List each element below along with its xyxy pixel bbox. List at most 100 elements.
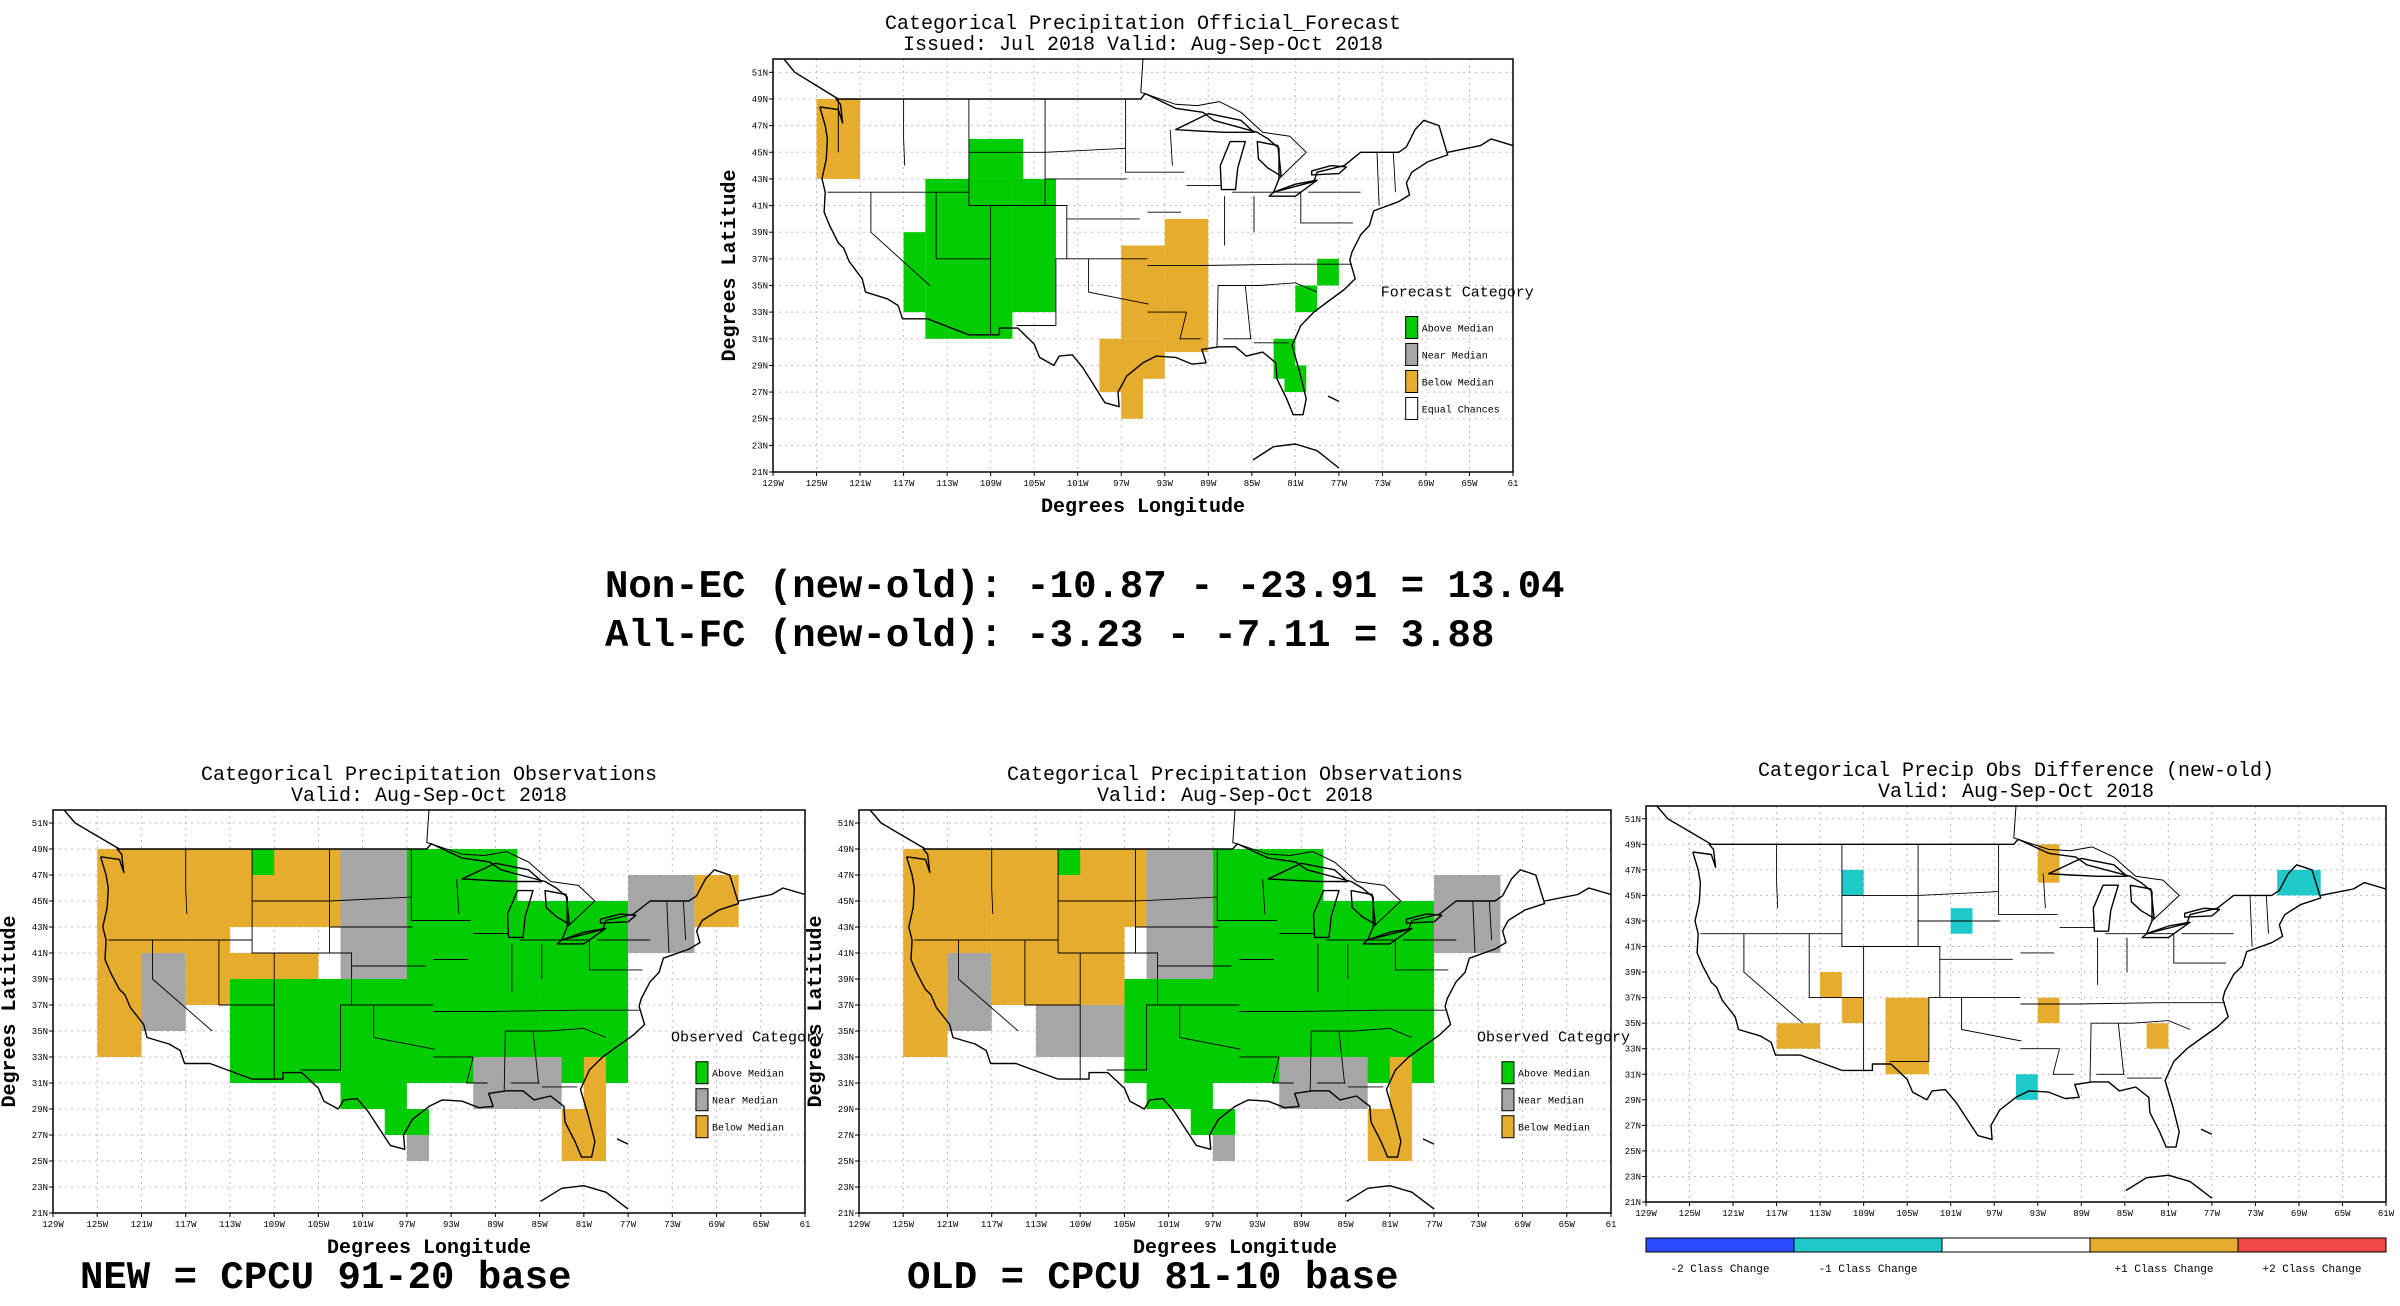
colorbar-segment [1793,1237,1943,1253]
x-tick-label: 65W [1559,1220,1576,1230]
category-cell-above [252,849,275,875]
y-tick-label: 31N [32,1079,48,1089]
state-lines [827,99,1396,347]
y-axis-label: Degrees Latitude [805,915,828,1107]
coast-line [869,809,926,850]
legend-swatch [1405,315,1419,339]
y-tick-label: 41N [1625,943,1641,953]
x-tick-label: 109W [263,1220,285,1230]
x-axis-label: Degrees Longitude [327,1237,531,1260]
state-line [2052,1048,2074,1075]
x-tick-label: 113W [1025,1220,1047,1230]
map-outlines [869,809,1612,1210]
y-tick-label: 33N [1625,1045,1641,1055]
state-line [1472,900,1476,954]
x-tick-label: 113W [936,479,958,489]
legend-label: Below Median [1518,1123,1590,1135]
y-tick-label: 27N [752,388,768,398]
x-tick-label: 73W [2247,1209,2264,1219]
y-tick-label: 31N [838,1079,854,1089]
state-line [666,900,670,954]
state-line [503,1030,506,1091]
chart-subtitle: Issued: Jul 2018 Valid: Aug-Sep-Oct 2018 [903,34,1383,57]
y-tick-label: 29N [1625,1096,1641,1106]
x-tick-label: 77W [1331,479,1348,489]
state-line [300,952,353,1071]
y-tick-label: 47N [1625,866,1641,876]
y-tick-label: 29N [838,1105,854,1115]
legend: Observed Category Above Median Near Median… [671,1030,824,1139]
great-lake-outline [1267,862,1349,883]
legend-title: Observed Category [671,1030,824,1047]
x-tick-label: 113W [219,1220,241,1230]
x-tick-label: 61 [1606,1220,1617,1230]
y-tick-label: 33N [838,1053,854,1063]
legend-swatch [1405,342,1419,366]
x-tick-label: 121W [849,479,871,489]
category-cell-minus1 [2016,1074,2038,1100]
state-line [2020,1002,2225,1005]
great-lake-outline [1312,889,1340,939]
category-cell-above [1146,1083,1213,1109]
coast-line [738,887,806,902]
category-cell-near [406,1135,429,1161]
x-tick-label: 65W [753,1220,770,1230]
y-tick-label: 35N [752,281,768,291]
y-tick-label: 51N [32,819,48,829]
great-lake-outline [2129,884,2155,920]
state-line [1918,891,1999,896]
forecast-region-line [837,98,904,153]
category-cell-below [97,953,142,1057]
category-cell-plus1 [2037,997,2060,1024]
cuba-outline [540,1184,629,1210]
great-lake-outline [1310,164,1348,176]
colorbar-label: -2 Class Change [1670,1264,1769,1276]
x-tick-label: 121W [937,1220,959,1230]
y-tick-label: 49N [1625,840,1641,850]
y-tick-label: 51N [1625,815,1641,825]
y-tick-label: 23N [32,1183,48,1193]
x-tick-label: 65W [2334,1209,2351,1219]
x-tick-label: 77W [1426,1220,1443,1230]
x-tick-label: 85W [531,1220,548,1230]
category-cell-below [1367,1109,1412,1161]
y-axis-label: Degrees Latitude [0,915,22,1107]
x-tick-label: 93W [1157,479,1174,489]
tick-labels: 129W 125W 121W 117W 113W 109W 105W 101W 97W 93W 89… [838,819,1617,1230]
y-tick-label: 35N [1625,1019,1641,1029]
great-lake-outline [2092,884,2120,932]
colorbar-label: -1 Class Change [1818,1264,1917,1276]
category-cell-above [968,138,1024,179]
legend-label: Near Median [1518,1096,1584,1108]
x-axis-label: Degrees Longitude [1133,1237,1337,1260]
state-lines [108,849,687,1091]
y-tick-label: 43N [1625,917,1641,927]
colorbar: -2 Class Change -1 Class Change +1 Class C… [1645,1237,2387,1276]
category-cell-below [97,849,186,953]
x-tick-label: 73W [664,1220,681,1230]
y-axis-label: Degrees Latitude [719,169,742,361]
x-tick-label: 109W [1853,1209,1875,1219]
state-line [1216,285,1219,347]
x-tick-label: 129W [762,479,784,489]
cuba-outline [2125,1174,2213,1199]
y-tick-label: 29N [32,1105,48,1115]
great-lake-outline [1174,112,1255,134]
state-line [1135,896,1218,902]
state-line [1239,1009,1448,1012]
y-tick-label: 27N [838,1131,854,1141]
y-tick-label: 47N [838,871,854,881]
category-cell-plus1 [1776,1023,1821,1049]
border-line [1232,809,1402,928]
x-tick-label: 117W [981,1220,1003,1230]
y-tick-label: 25N [838,1157,854,1167]
y-tick-label: 51N [752,68,768,78]
legend-swatch [695,1088,709,1112]
border-line [1140,58,1307,180]
y-tick-label: 41N [838,949,854,959]
y-tick-label: 27N [32,1131,48,1141]
border-line [426,809,596,928]
tick-labels: 129W 125W 121W 117W 113W 109W 105W 101W 97W 93W 89… [32,819,811,1230]
map-outlines [1656,805,2387,1199]
cuba-outline [1346,1184,1435,1210]
